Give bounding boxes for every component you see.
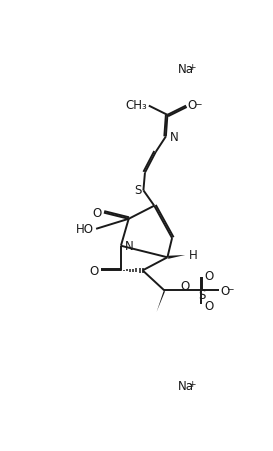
Text: −: − <box>226 284 234 293</box>
Text: O: O <box>188 99 197 112</box>
Text: O: O <box>89 264 99 277</box>
Text: −: − <box>194 99 201 108</box>
Text: O: O <box>205 299 214 312</box>
Text: N: N <box>170 131 179 143</box>
Text: O: O <box>220 284 229 297</box>
Polygon shape <box>157 291 165 312</box>
Text: S: S <box>135 184 142 197</box>
Text: HO: HO <box>76 223 94 236</box>
Text: CH₃: CH₃ <box>126 99 147 112</box>
Text: S: S <box>198 288 205 301</box>
Text: H: H <box>189 249 198 262</box>
Text: N: N <box>125 240 133 253</box>
Text: Na: Na <box>177 63 194 76</box>
Text: Na: Na <box>177 380 194 392</box>
Text: +: + <box>188 63 196 72</box>
Polygon shape <box>168 255 185 259</box>
Text: O: O <box>181 279 190 292</box>
Text: +: + <box>188 379 196 388</box>
Text: O: O <box>205 270 214 283</box>
Text: O: O <box>92 207 102 220</box>
